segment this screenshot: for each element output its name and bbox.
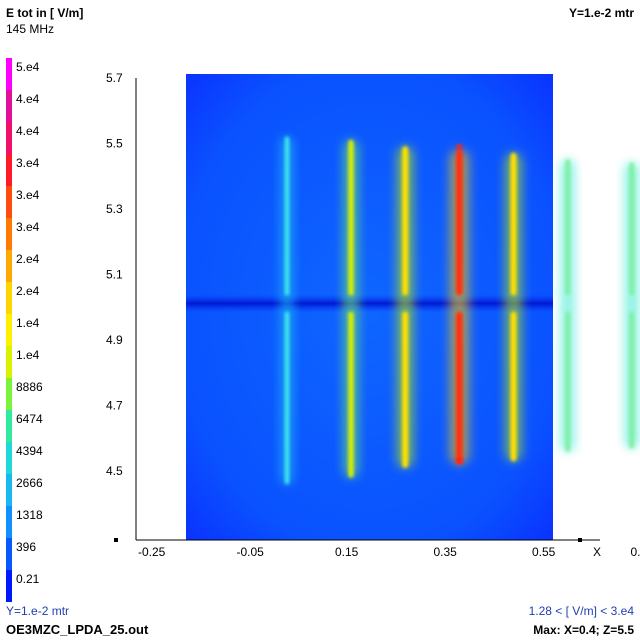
legend-swatch	[6, 538, 12, 570]
legend-label: 6474	[16, 412, 43, 426]
legend-swatch	[6, 474, 12, 506]
x-tick-label: 0.15	[335, 545, 359, 559]
color-legend: 5.e4 4.e4 4.e4 3.e4 3.e4 3.e4 2.e4 2.e4 1.e4 1.e4…	[0, 58, 90, 602]
legend-label: 3.e4	[16, 188, 40, 202]
dipole-element	[284, 311, 290, 485]
x-tick-label: 0.55	[532, 545, 556, 559]
legend-label: 4.e4	[16, 92, 40, 106]
legend-swatch	[6, 282, 12, 314]
dipole-element-glow	[624, 162, 640, 449]
corner-marker	[578, 538, 582, 542]
y-tick-label: 4.5	[106, 464, 123, 478]
legend-swatch	[6, 506, 12, 538]
max-hotspot	[456, 144, 463, 150]
y-tick-label: 5.3	[106, 202, 123, 216]
frequency-label: 145 MHz	[6, 22, 55, 36]
dipole-element-glow	[504, 152, 523, 462]
legend-label: 2666	[16, 476, 43, 490]
x-tick-label: -0.25	[138, 545, 166, 559]
dipole-element	[348, 139, 354, 296]
x-axis-label: X	[593, 545, 601, 559]
plot-title: E tot in [ V/m]	[6, 6, 84, 20]
legend-label: 8886	[16, 380, 43, 394]
legend-swatch	[6, 186, 12, 218]
corner-marker	[114, 538, 118, 542]
legend-label: 4394	[16, 444, 43, 458]
legend-label: 1.e4	[16, 348, 40, 362]
max-hotspot	[456, 457, 463, 464]
legend-swatch	[6, 378, 12, 410]
legend-label: 3.e4	[16, 156, 40, 170]
max-location-label: Max: X=0.4; Z=5.5	[533, 623, 634, 637]
legend-swatch	[6, 314, 12, 346]
legend-label: 2.e4	[16, 284, 40, 298]
y-tick-label: 5.7	[106, 71, 123, 85]
dipole-element	[510, 311, 517, 462]
legend-label: 5.e4	[16, 60, 40, 74]
value-range-label: 1.28 < [ V/m] < 3.e4	[528, 604, 634, 618]
dipole-element	[402, 146, 409, 296]
legend-label: 1.e4	[16, 316, 40, 330]
dipole-element	[402, 311, 409, 468]
x-tick-label: 0.35	[434, 545, 458, 559]
file-name: OE3MZC_LPDA_25.out	[6, 622, 149, 637]
legend-swatch	[6, 410, 12, 442]
dipole-element-glow	[343, 139, 359, 478]
legend-swatch	[6, 154, 12, 186]
feed-line	[186, 294, 553, 313]
plane-label-top: Y=1.e-2 mtr	[568, 6, 634, 20]
legend-swatch	[6, 218, 12, 250]
y-tick-label: 4.9	[106, 333, 123, 347]
dipole-element-glow	[560, 159, 575, 452]
x-tick-label: -0.05	[237, 545, 265, 559]
legend-swatch	[6, 346, 12, 378]
plane-label-bottom: Y=1.e-2 mtr	[6, 604, 70, 618]
legend-swatch	[6, 90, 12, 122]
dipole-element	[629, 311, 635, 449]
dipole-element	[565, 159, 571, 296]
y-tick-label: 5.5	[106, 137, 123, 151]
legend-label: 4.e4	[16, 124, 40, 138]
dipole-element	[284, 136, 290, 296]
dipole-element-glow	[449, 149, 470, 465]
y-tick-label: 5.1	[106, 268, 123, 282]
legend-label: 396	[16, 540, 37, 554]
dipole-element	[455, 311, 463, 465]
legend-label: 2.e4	[16, 252, 40, 266]
dipole-element	[348, 311, 354, 478]
legend-swatch	[6, 442, 12, 474]
legend-swatch	[6, 250, 12, 282]
legend-swatch	[6, 58, 12, 90]
legend-label: 1318	[16, 508, 43, 522]
legend-swatch	[6, 122, 12, 154]
legend-swatch	[6, 570, 12, 602]
dipole-element-glow	[280, 136, 294, 485]
legend-label: 0.21	[16, 572, 40, 586]
dipole-element	[565, 311, 571, 452]
y-tick-label: 4.7	[106, 399, 123, 413]
x-tick-label: 0.75	[631, 545, 640, 559]
dipole-element-glow	[396, 146, 414, 468]
dipole-element	[455, 149, 463, 296]
legend-label: 3.e4	[16, 220, 40, 234]
dipole-element	[510, 152, 517, 296]
dipole-element	[629, 162, 635, 296]
